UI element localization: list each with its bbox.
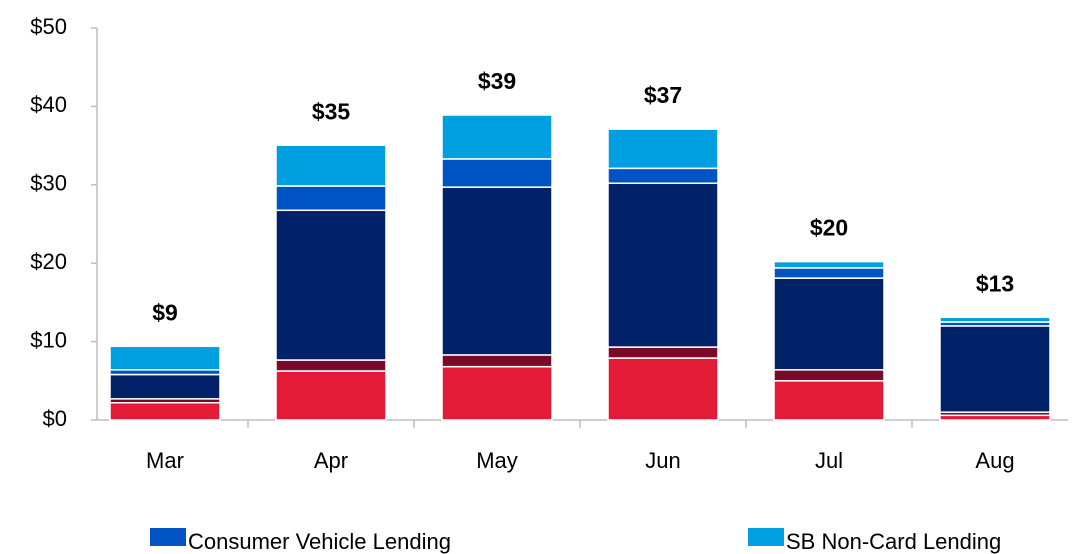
- bar-segment: [441, 186, 553, 356]
- bar-segment: [607, 357, 719, 421]
- bar-segment: [607, 128, 719, 170]
- bar-segment: [607, 182, 719, 348]
- legend-label: SB Non-Card Lending: [786, 529, 1001, 554]
- x-tick-label: Jun: [645, 448, 680, 473]
- bar-segment: [275, 359, 387, 372]
- x-tick-label: Jul: [815, 448, 843, 473]
- total-label: $9: [152, 299, 178, 325]
- bar-segment: [275, 144, 387, 187]
- bar-segment: [773, 380, 885, 421]
- y-tick-label: $20: [30, 249, 67, 274]
- bar-segment: [773, 260, 885, 269]
- y-tick-label: $10: [30, 327, 67, 352]
- x-tick-label: Aug: [975, 448, 1014, 473]
- bar-segment: [773, 267, 885, 279]
- bar-segment: [607, 346, 719, 359]
- x-tick-label: May: [476, 448, 518, 473]
- bar-segment: [109, 402, 221, 421]
- total-label: $37: [644, 82, 682, 108]
- x-tick-label: Mar: [146, 448, 184, 473]
- legend-swatch: [150, 528, 186, 546]
- bar-segment: [275, 185, 387, 212]
- bar-segment: [607, 167, 719, 184]
- bar-segment: [939, 316, 1051, 323]
- bar-segment: [109, 373, 221, 400]
- total-label: $20: [810, 215, 848, 241]
- bar-segment: [773, 277, 885, 371]
- bar-segment: [773, 369, 885, 382]
- y-tick-label: $40: [30, 92, 67, 117]
- legend-swatch: [748, 528, 784, 546]
- bar-segment: [109, 345, 221, 371]
- bar-segment: [441, 354, 553, 368]
- total-label: $13: [976, 270, 1014, 296]
- total-label: $35: [312, 98, 351, 124]
- bar-segment: [275, 209, 387, 361]
- legend-label: Consumer Vehicle Lending: [188, 529, 451, 554]
- y-tick-label: $0: [43, 406, 67, 431]
- bar-segment: [939, 325, 1051, 413]
- bar-segment: [275, 370, 387, 421]
- bar-segment: [441, 114, 553, 160]
- total-label: $39: [478, 68, 516, 94]
- y-tick-label: $50: [30, 14, 67, 39]
- bar-segment: [441, 158, 553, 188]
- y-tick-label: $30: [30, 171, 67, 196]
- bar-segment: [441, 365, 553, 421]
- x-tick-label: Apr: [314, 448, 348, 473]
